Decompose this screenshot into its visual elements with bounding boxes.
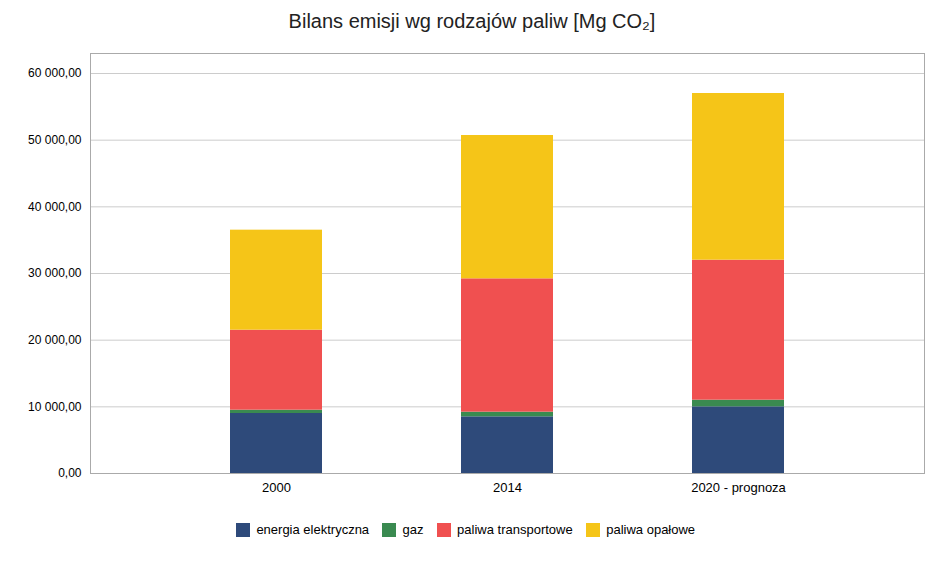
html-text:gaz: gaz xyxy=(402,522,424,537)
html-text:paliwa opałowe: paliwa opałowe xyxy=(606,522,696,537)
svg-text:40 000,00: 40 000,00 xyxy=(28,200,82,214)
svg-text:2000: 2000 xyxy=(262,480,291,495)
svg-text:20 000,00: 20 000,00 xyxy=(28,333,82,347)
html-text:paliwa transportowe: paliwa transportowe xyxy=(457,522,573,537)
html-text:energia elektryczna: energia elektryczna xyxy=(256,522,370,537)
svg-text:10 000,00: 10 000,00 xyxy=(28,400,82,414)
svg-text:2014: 2014 xyxy=(493,480,522,495)
svg-text:2020 - prognoza: 2020 - prognoza xyxy=(691,480,786,495)
svg-text:30 000,00: 30 000,00 xyxy=(28,266,82,280)
html-text:Bilans emisji wg rodzajów pali: Bilans emisji wg rodzajów paliw [Mg CO₂] xyxy=(288,10,656,32)
svg-text:60 000,00: 60 000,00 xyxy=(28,66,82,80)
svg-text:0,00: 0,00 xyxy=(58,466,82,480)
svg-text:50 000,00: 50 000,00 xyxy=(28,133,82,147)
